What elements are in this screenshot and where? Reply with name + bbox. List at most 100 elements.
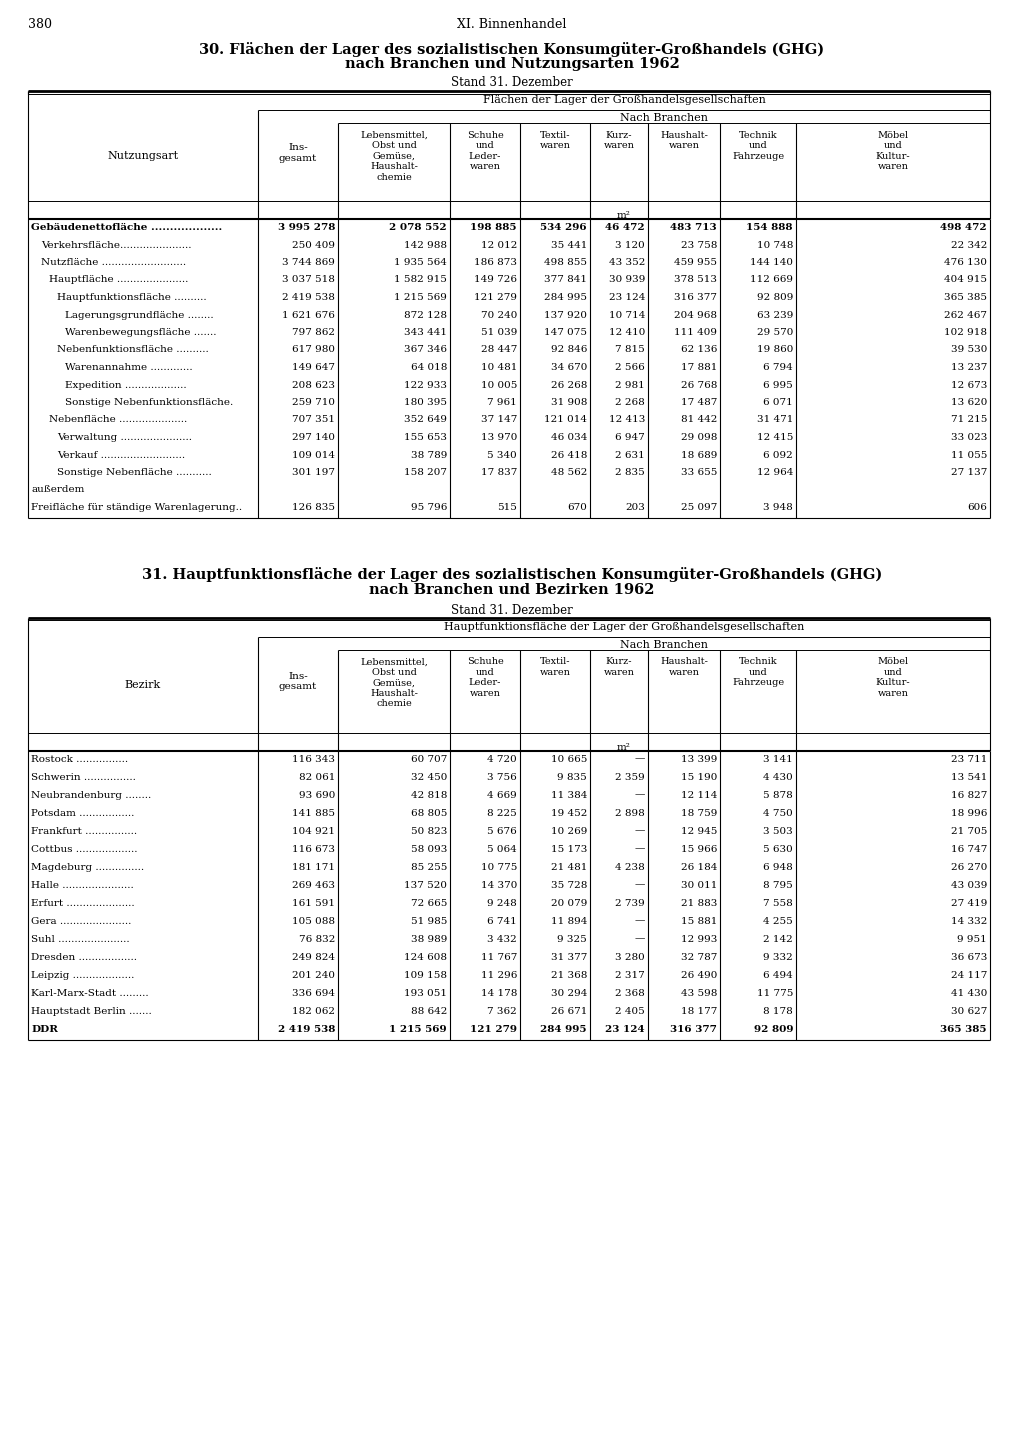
Text: Neubrandenburg ........: Neubrandenburg ........ (31, 790, 152, 800)
Text: 12 410: 12 410 (608, 328, 645, 337)
Text: 6 794: 6 794 (763, 363, 793, 371)
Text: 92 809: 92 809 (754, 1024, 793, 1034)
Text: 10 775: 10 775 (480, 862, 517, 872)
Text: 46 472: 46 472 (605, 224, 645, 232)
Text: 203: 203 (625, 503, 645, 512)
Text: 204 968: 204 968 (674, 311, 717, 320)
Text: Stand 31. Dezember: Stand 31. Dezember (452, 604, 572, 617)
Text: 201 240: 201 240 (292, 971, 335, 979)
Text: 18 689: 18 689 (681, 450, 717, 459)
Text: 158 207: 158 207 (404, 467, 447, 478)
Text: 50 823: 50 823 (411, 826, 447, 836)
Text: 111 409: 111 409 (674, 328, 717, 337)
Text: 32 787: 32 787 (681, 952, 717, 962)
Text: 2 359: 2 359 (615, 773, 645, 782)
Text: Textil-
waren: Textil- waren (540, 658, 570, 677)
Text: 26 671: 26 671 (551, 1007, 587, 1015)
Text: 4 720: 4 720 (487, 754, 517, 763)
Text: 31 908: 31 908 (551, 399, 587, 407)
Text: 498 855: 498 855 (544, 258, 587, 267)
Text: 3 120: 3 120 (615, 241, 645, 250)
Text: 250 409: 250 409 (292, 241, 335, 250)
Text: 6 741: 6 741 (487, 916, 517, 925)
Text: Haushalt-
waren: Haushalt- waren (660, 658, 708, 677)
Text: 122 933: 122 933 (404, 380, 447, 390)
Text: 15 190: 15 190 (681, 773, 717, 782)
Text: 13 970: 13 970 (480, 433, 517, 442)
Text: 262 467: 262 467 (944, 311, 987, 320)
Text: 26 270: 26 270 (950, 862, 987, 872)
Text: 6 092: 6 092 (763, 450, 793, 459)
Text: Erfurt .....................: Erfurt ..................... (31, 899, 134, 908)
Text: —: — (635, 935, 645, 944)
Text: 105 088: 105 088 (292, 916, 335, 925)
Text: 8 795: 8 795 (763, 880, 793, 889)
Text: Gera ......................: Gera ...................... (31, 916, 131, 925)
Text: 4 238: 4 238 (615, 862, 645, 872)
Text: 181 171: 181 171 (292, 862, 335, 872)
Text: 249 824: 249 824 (292, 952, 335, 962)
Text: Technik
und
Fahrzeuge: Technik und Fahrzeuge (732, 130, 784, 161)
Text: 17 881: 17 881 (681, 363, 717, 371)
Text: 11 775: 11 775 (757, 988, 793, 998)
Text: 2 898: 2 898 (615, 809, 645, 817)
Text: 20 079: 20 079 (551, 899, 587, 908)
Text: 37 147: 37 147 (480, 416, 517, 424)
Text: 9 325: 9 325 (557, 935, 587, 944)
Text: Leipzig ...................: Leipzig ................... (31, 971, 134, 979)
Text: 18 177: 18 177 (681, 1007, 717, 1015)
Text: 14 332: 14 332 (950, 916, 987, 925)
Text: 68 805: 68 805 (411, 809, 447, 817)
Text: Karl-Marx-Stadt .........: Karl-Marx-Stadt ......... (31, 988, 148, 998)
Text: 4 430: 4 430 (763, 773, 793, 782)
Text: 15 173: 15 173 (551, 845, 587, 853)
Text: 121 279: 121 279 (474, 293, 517, 303)
Text: 121 014: 121 014 (544, 416, 587, 424)
Text: 7 815: 7 815 (615, 346, 645, 354)
Text: 23 711: 23 711 (950, 754, 987, 763)
Text: 24 117: 24 117 (950, 971, 987, 979)
Text: 72 665: 72 665 (411, 899, 447, 908)
Text: 10 005: 10 005 (480, 380, 517, 390)
Text: —: — (635, 754, 645, 763)
Text: 35 728: 35 728 (551, 880, 587, 889)
Text: 2 981: 2 981 (615, 380, 645, 390)
Text: 26 268: 26 268 (551, 380, 587, 390)
Text: 297 140: 297 140 (292, 433, 335, 442)
Text: 39 530: 39 530 (950, 346, 987, 354)
Text: 63 239: 63 239 (757, 311, 793, 320)
Text: Nach Branchen: Nach Branchen (620, 640, 708, 650)
Text: 22 342: 22 342 (950, 241, 987, 250)
Text: 121 279: 121 279 (470, 1024, 517, 1034)
Text: 124 608: 124 608 (404, 952, 447, 962)
Text: 34 670: 34 670 (551, 363, 587, 371)
Text: 3 503: 3 503 (763, 826, 793, 836)
Text: 5 064: 5 064 (487, 845, 517, 853)
Text: 51 985: 51 985 (411, 916, 447, 925)
Text: Lebensmittel,
Obst und
Gemüse,
Haushalt-
chemie: Lebensmittel, Obst und Gemüse, Haushalt-… (360, 130, 428, 182)
Text: 23 124: 23 124 (608, 293, 645, 303)
Text: 316 377: 316 377 (674, 293, 717, 303)
Text: 16 827: 16 827 (950, 790, 987, 800)
Text: 21 368: 21 368 (551, 971, 587, 979)
Text: 10 748: 10 748 (757, 241, 793, 250)
Text: Lebensmittel,
Obst und
Gemüse,
Haushalt-
chemie: Lebensmittel, Obst und Gemüse, Haushalt-… (360, 658, 428, 708)
Text: 38 989: 38 989 (411, 935, 447, 944)
Text: 17 837: 17 837 (480, 467, 517, 478)
Text: 14 178: 14 178 (480, 988, 517, 998)
Text: 43 039: 43 039 (950, 880, 987, 889)
Text: 11 384: 11 384 (551, 790, 587, 800)
Text: 284 995: 284 995 (541, 1024, 587, 1034)
Text: 3 756: 3 756 (487, 773, 517, 782)
Text: 208 623: 208 623 (292, 380, 335, 390)
Text: 10 269: 10 269 (551, 826, 587, 836)
Text: 13 237: 13 237 (950, 363, 987, 371)
Text: 1 215 569: 1 215 569 (394, 293, 447, 303)
Text: Potsdam .................: Potsdam ................. (31, 809, 134, 817)
Text: 14 370: 14 370 (480, 880, 517, 889)
Text: 9 248: 9 248 (487, 899, 517, 908)
Text: 1 621 676: 1 621 676 (283, 311, 335, 320)
Text: 32 450: 32 450 (411, 773, 447, 782)
Text: 19 452: 19 452 (551, 809, 587, 817)
Text: 64 018: 64 018 (411, 363, 447, 371)
